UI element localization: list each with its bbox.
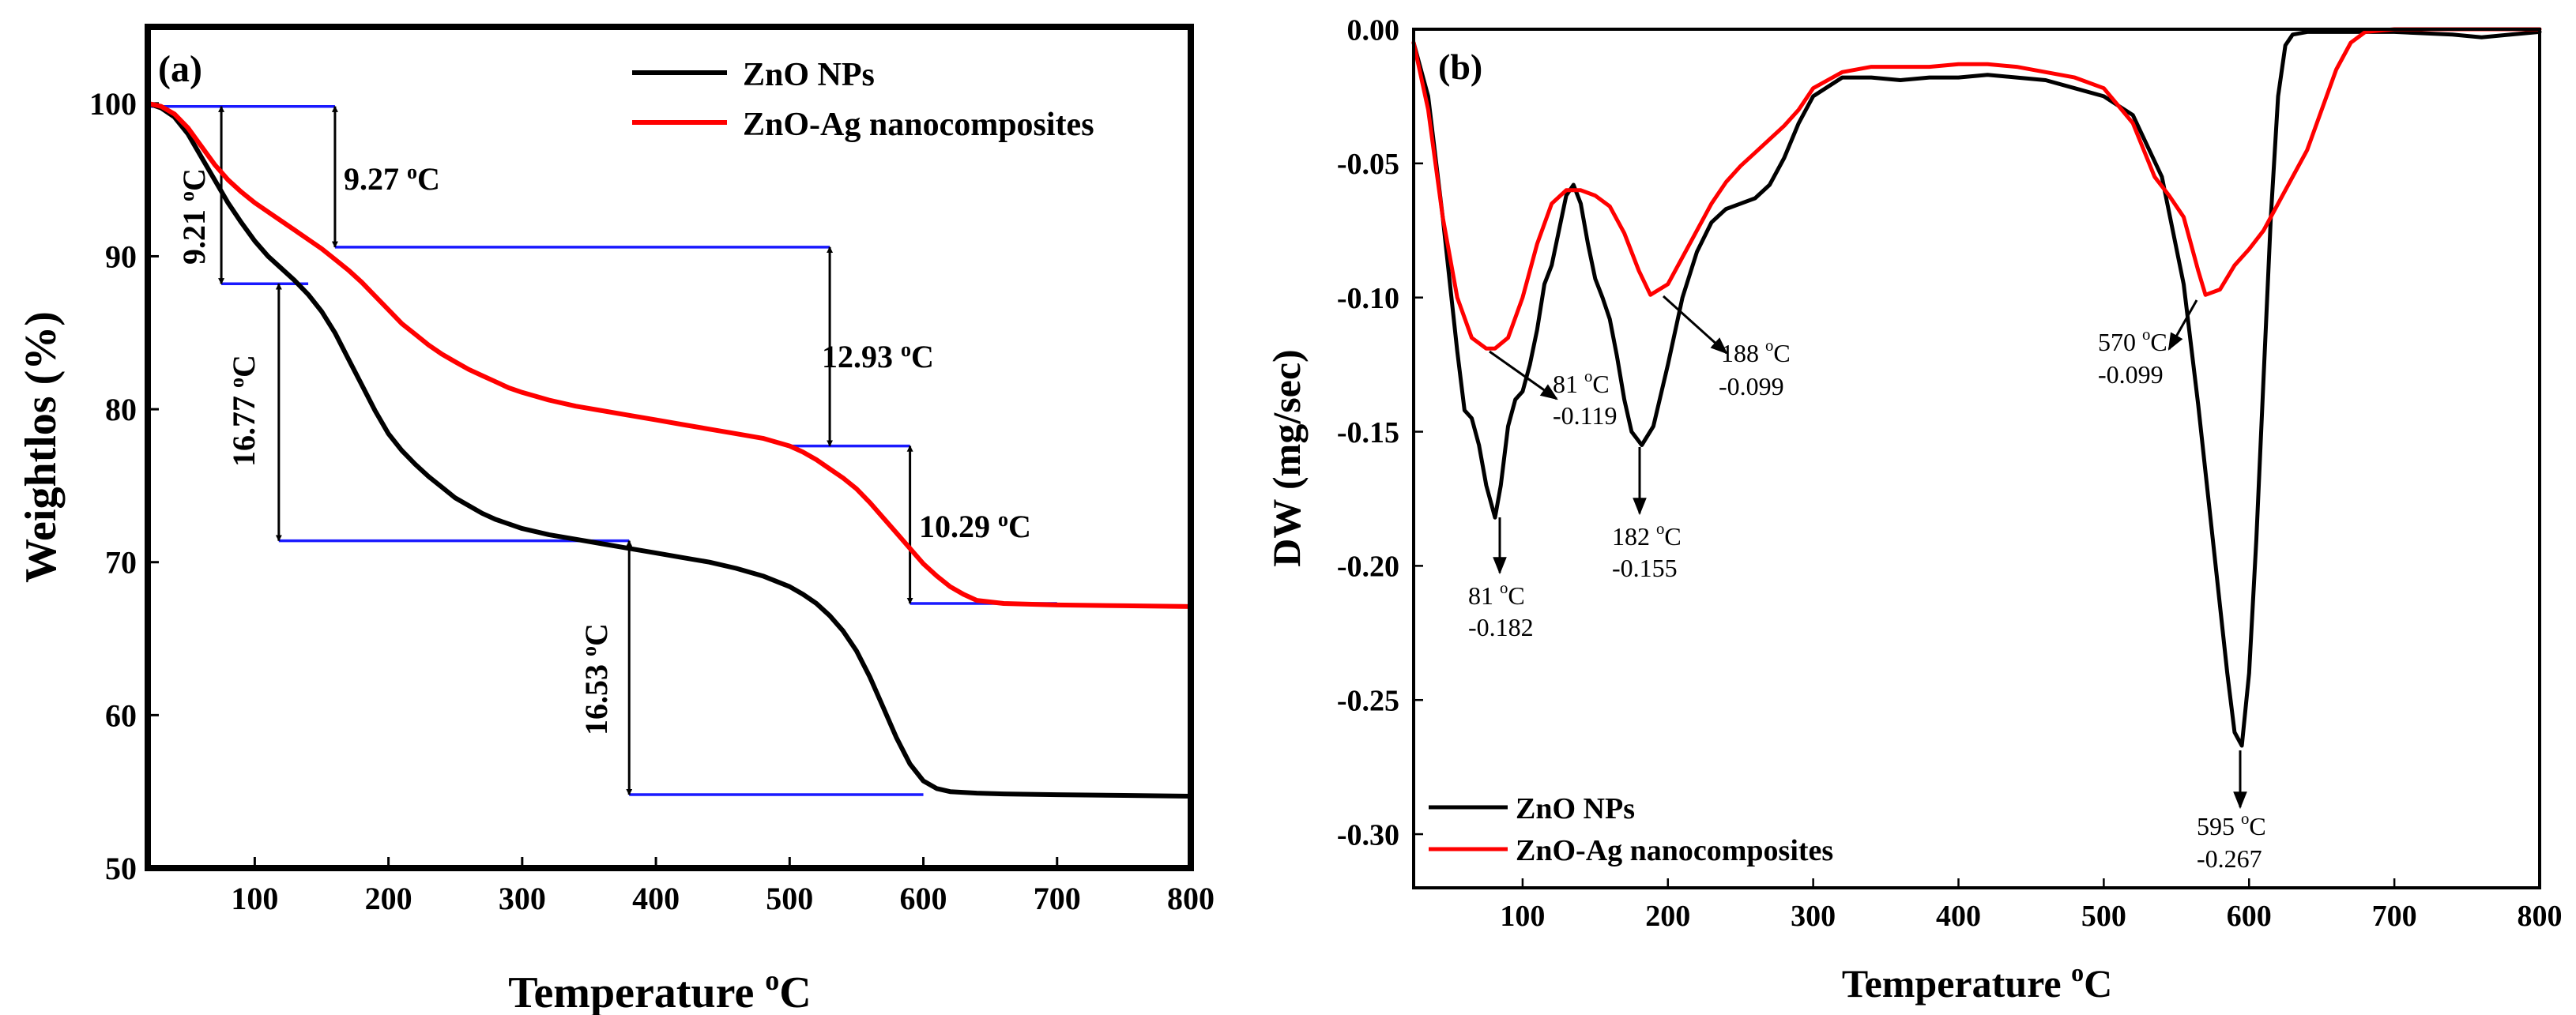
- annotation-9-27: 9.27 oC: [344, 160, 440, 197]
- legend-b-label-znoag: ZnO-Ag nanocomposites: [1516, 834, 1833, 867]
- panel-a-frame: [145, 24, 1194, 871]
- y-tick-label: 60: [105, 697, 137, 733]
- peak-label-570-znoag-val: -0.099: [2098, 360, 2164, 389]
- peak-label-182-zno-temp: 182 oC: [1612, 520, 1682, 551]
- peak-arrows: [1489, 295, 2247, 810]
- arrow-81-znoag: [1489, 350, 1558, 400]
- panel-a-label: (a): [158, 48, 202, 90]
- peak-label-81-zno-val: -0.182: [1468, 613, 1534, 641]
- y-tick-label: -0.05: [1337, 148, 1399, 181]
- x-tick-label: 100: [231, 881, 278, 916]
- panel-b-y-title: DW (mg/sec): [1264, 349, 1309, 566]
- arrow-570-znoag: [2167, 299, 2198, 351]
- y-tick-label: -0.10: [1337, 282, 1399, 315]
- x-tick-label: 100: [1500, 900, 1545, 933]
- panel-b-frame: [1412, 28, 2541, 889]
- y-tick-label: -0.15: [1337, 416, 1399, 449]
- annotation-16-77: 16.77 oC: [225, 355, 262, 467]
- peak-label-81-znoag-val: -0.119: [1553, 401, 1617, 430]
- panel-a-y-title: Weightlos (%): [17, 311, 66, 583]
- peak-label-595-zno-temp: 595 oC: [2197, 810, 2266, 840]
- y-tick-label: -0.25: [1337, 685, 1399, 718]
- y-tick-label: 80: [105, 392, 137, 427]
- x-tick-label: 500: [766, 881, 813, 916]
- legend-label-znoag: ZnO-Ag nanocomposites: [743, 107, 1094, 143]
- x-tick-label: 500: [2081, 900, 2126, 933]
- x-tick-label: 400: [1936, 900, 1981, 933]
- legend-label-zno: ZnO NPs: [743, 57, 875, 93]
- panel-a-series-zno: [145, 100, 1193, 799]
- arrow-188-znoag: [1662, 295, 1728, 355]
- panel-b-dtg-chart: 100 200 300 400 500 600 700 800 0.00 -0.05 -0.10 -0…: [1264, 13, 2563, 1006]
- x-tick-label: 700: [1034, 881, 1081, 916]
- annotation-16-53: 16.53 oC: [578, 623, 614, 735]
- annotation-12-93: 12.93 oC: [822, 338, 934, 374]
- y-tick-label: 0.00: [1347, 13, 1400, 47]
- mass-loss-brackets: [148, 104, 1057, 796]
- peak-label-188-znoag-temp: 188 oC: [1721, 336, 1791, 367]
- x-tick-label: 300: [1791, 900, 1836, 933]
- legend-b-label-zno: ZnO NPs: [1516, 792, 1635, 825]
- panel-a-legend: ZnO NPs ZnO-Ag nanocomposites: [632, 57, 1094, 143]
- x-tick-label: 200: [365, 881, 412, 916]
- panel-b-legend: ZnO NPs ZnO-Ag nanocomposites: [1429, 792, 1833, 867]
- x-tick-label: 400: [632, 881, 680, 916]
- peak-label-81-zno-temp: 81 oC: [1468, 579, 1525, 610]
- peak-label-81-znoag-temp: 81 oC: [1553, 367, 1610, 398]
- y-tick-label: -0.20: [1337, 551, 1399, 584]
- panel-a-series-znoag: [145, 100, 1193, 609]
- panel-b-series-znoag: [1411, 27, 2542, 351]
- x-tick-label: 600: [900, 881, 947, 916]
- y-tick-label: 70: [105, 545, 137, 581]
- x-tick-label: 800: [1167, 881, 1215, 916]
- panel-a-x-title: Temperature oC: [508, 964, 812, 1015]
- peak-label-595-zno-val: -0.267: [2197, 844, 2262, 873]
- x-tick-label: 200: [1645, 900, 1690, 933]
- y-tick-label: 90: [105, 239, 137, 274]
- y-tick-label: -0.30: [1337, 818, 1399, 851]
- peak-label-188-znoag-val: -0.099: [1719, 372, 1784, 400]
- y-tick-label: 50: [105, 851, 137, 886]
- peak-label-182-zno-val: -0.155: [1612, 554, 1678, 582]
- panel-b-label: (b): [1438, 47, 1482, 87]
- annotation-10-29: 10.29 oC: [919, 508, 1031, 544]
- x-tick-label: 600: [2227, 900, 2272, 933]
- y-tick-label: 100: [89, 86, 137, 122]
- x-tick-label: 700: [2372, 900, 2417, 933]
- panel-b-x-title: Temperature oC: [1842, 958, 2112, 1006]
- x-tick-label: 800: [2518, 900, 2563, 933]
- annotation-9-21: 9.21 oC: [175, 168, 212, 265]
- x-tick-label: 300: [499, 881, 546, 916]
- panel-a-tga-chart: 100 200 300 400 500 600 700 800 50 60 70 80 90 100 (a…: [17, 24, 1215, 1015]
- panel-b-series-zno: [1411, 29, 2542, 748]
- peak-label-570-znoag-temp: 570 oC: [2098, 325, 2167, 356]
